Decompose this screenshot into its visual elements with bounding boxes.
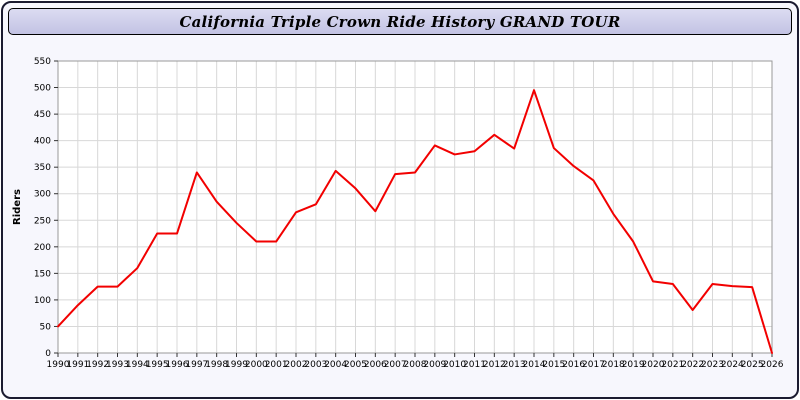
x-tick-label: 1999 — [225, 360, 248, 370]
x-tick-label: 2001 — [265, 360, 288, 370]
x-tick-label: 2010 — [443, 360, 466, 370]
x-tick-label: 1997 — [185, 360, 208, 370]
x-tick-label: 1996 — [166, 360, 189, 370]
x-tick-label: 2015 — [542, 360, 565, 370]
x-tick-label: 2005 — [344, 360, 367, 370]
y-axis-title: Riders — [12, 189, 23, 225]
x-tick-label: 2003 — [304, 360, 327, 370]
x-tick-label: 2018 — [602, 360, 625, 370]
x-tick-label: 2008 — [404, 360, 427, 370]
y-tick-label: 150 — [34, 269, 51, 279]
y-tick-label: 250 — [34, 216, 51, 226]
y-tick-label: 200 — [34, 243, 51, 253]
y-tick-label: 300 — [34, 190, 51, 200]
x-tick-label: 2006 — [364, 360, 387, 370]
y-tick-label: 550 — [34, 57, 51, 67]
x-tick-label: 2013 — [503, 360, 526, 370]
x-tick-label: 2012 — [483, 360, 506, 370]
x-tick-label: 1990 — [47, 360, 70, 370]
x-tick-label: 2011 — [463, 360, 486, 370]
x-tick-label: 2004 — [324, 360, 347, 370]
x-tick-label: 2007 — [384, 360, 407, 370]
x-tick-label: 2023 — [701, 360, 724, 370]
x-tick-label: 2020 — [642, 360, 665, 370]
x-tick-label: 2016 — [562, 360, 585, 370]
x-tick-label: 1992 — [86, 360, 109, 370]
chart-panel: 0 50 100 150 200 250 300 350 400 450 500 550 1990 199… — [8, 47, 792, 393]
y-tick-label: 100 — [34, 296, 51, 306]
x-tick-label: 2014 — [523, 360, 546, 370]
chart-svg: 0501001502002503003504004505005501990199… — [12, 57, 784, 370]
x-tick-label: 2024 — [721, 360, 744, 370]
y-tick-label: 50 — [40, 322, 52, 332]
riders-line — [57, 89, 773, 354]
x-tick-label: 1998 — [205, 360, 228, 370]
x-tick-label: 1994 — [126, 360, 149, 370]
x-tick-label: 2026 — [761, 360, 784, 370]
x-tick-label: 2021 — [661, 360, 684, 370]
x-tick-label: 2000 — [245, 360, 268, 370]
x-tick-label: 2019 — [622, 360, 645, 370]
x-tick-label: 1995 — [146, 360, 169, 370]
x-tick-label: 2002 — [285, 360, 308, 370]
y-tick-label: 500 — [34, 84, 51, 94]
chart-title-bar: California Triple Crown Ride History GRA… — [8, 8, 792, 35]
y-tick-label: 450 — [34, 110, 51, 120]
x-tick-label: 1991 — [66, 360, 89, 370]
x-tick-label: 2017 — [582, 360, 605, 370]
y-tick-label: 0 — [45, 349, 51, 359]
x-tick-label: 2009 — [423, 360, 446, 370]
x-tick-label: 2022 — [681, 360, 704, 370]
x-tick-label: 1993 — [106, 360, 129, 370]
chart-title: California Triple Crown Ride History GRA… — [179, 12, 621, 31]
x-tick-label: 2025 — [741, 360, 764, 370]
y-tick-label: 400 — [34, 137, 51, 147]
y-tick-label: 350 — [34, 163, 51, 173]
